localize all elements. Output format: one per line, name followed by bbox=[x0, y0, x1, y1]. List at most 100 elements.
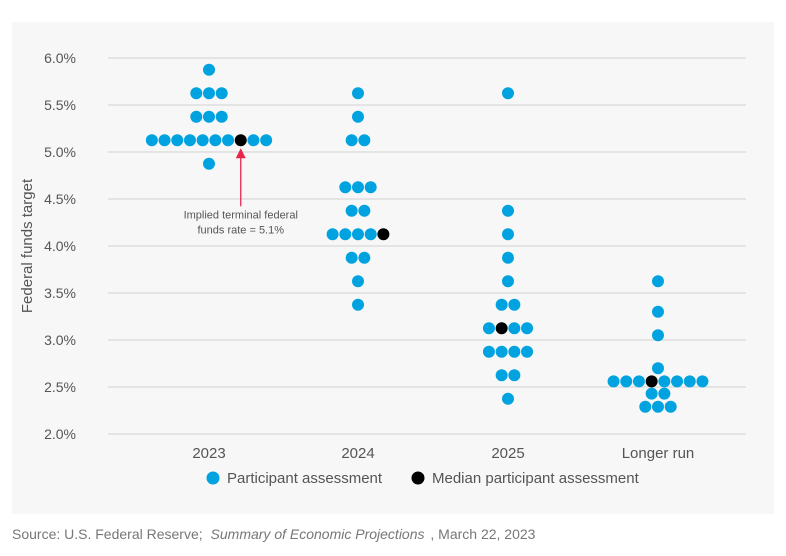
participant-dot bbox=[145, 134, 158, 147]
category-label: 2024 bbox=[341, 445, 374, 462]
median-dot bbox=[377, 228, 390, 241]
participant-dot bbox=[683, 375, 696, 388]
participant-dot bbox=[502, 275, 514, 288]
participant-dot bbox=[508, 298, 521, 311]
participant-dot bbox=[183, 134, 196, 147]
participant-dot bbox=[196, 134, 209, 147]
participant-dot bbox=[671, 375, 684, 388]
legend: Participant assessment Median participan… bbox=[206, 470, 640, 487]
annotation: Implied terminal federal funds rate = 5.… bbox=[184, 148, 298, 236]
participant-dot bbox=[203, 110, 215, 123]
y-tick-labels: 2.0% 2.5% 3.0% 3.5% 4.0% 4.5% 5.0% 5.5% 6.0% bbox=[44, 50, 76, 442]
participant-dot bbox=[502, 228, 514, 241]
participant-dot bbox=[190, 87, 203, 100]
participant-dot bbox=[209, 134, 222, 147]
participant-dot bbox=[521, 345, 534, 358]
category-label: 2023 bbox=[192, 445, 225, 462]
category-label: Longer run bbox=[622, 445, 695, 462]
participant-dot bbox=[502, 251, 514, 264]
participant-dot bbox=[652, 400, 664, 413]
legend-participant-label: Participant assessment bbox=[227, 470, 383, 487]
y-tick-label: 4.0% bbox=[44, 238, 76, 254]
dots bbox=[145, 63, 709, 413]
legend-median-label: Median participant assessment bbox=[432, 470, 640, 487]
participant-dot bbox=[339, 181, 352, 194]
participant-dot bbox=[215, 110, 228, 123]
y-axis-label: Federal funds target bbox=[19, 178, 36, 313]
participant-dot bbox=[495, 345, 508, 358]
participant-dot bbox=[620, 375, 633, 388]
y-tick-label: 4.5% bbox=[44, 191, 76, 207]
category-label: 2025 bbox=[491, 445, 524, 462]
median-dot bbox=[234, 134, 247, 147]
source-suffix: , March 22, 2023 bbox=[427, 526, 536, 542]
participant-dot bbox=[502, 87, 514, 100]
participant-dot bbox=[190, 110, 203, 123]
participant-dot bbox=[632, 375, 645, 388]
participant-dot bbox=[502, 392, 514, 405]
participant-dot bbox=[521, 322, 534, 335]
participant-dot bbox=[652, 329, 664, 342]
participant-dot bbox=[645, 387, 658, 400]
participant-dot bbox=[607, 375, 620, 388]
participant-dot bbox=[358, 134, 371, 147]
participant-dot bbox=[364, 228, 377, 241]
participant-dot bbox=[352, 181, 364, 194]
legend-participant-marker bbox=[206, 471, 220, 485]
participant-dot bbox=[652, 305, 664, 318]
participant-dot bbox=[352, 110, 364, 123]
participant-dot bbox=[696, 375, 709, 388]
median-dot bbox=[495, 322, 508, 335]
participant-dot bbox=[508, 345, 521, 358]
participant-dot bbox=[260, 134, 273, 147]
participant-dot bbox=[215, 87, 228, 100]
participant-dot bbox=[482, 322, 495, 335]
participant-dot bbox=[352, 228, 364, 241]
annotation-line-2: funds rate = 5.1% bbox=[197, 224, 284, 236]
annotation-arrow-head bbox=[235, 148, 246, 159]
y-tick-label: 3.5% bbox=[44, 285, 76, 301]
median-dot bbox=[645, 375, 658, 388]
participant-dot bbox=[247, 134, 260, 147]
participant-dot bbox=[203, 157, 215, 170]
participant-dot bbox=[508, 369, 521, 382]
participant-dot bbox=[364, 181, 377, 194]
participant-dot bbox=[339, 228, 352, 241]
y-tick-label: 3.0% bbox=[44, 332, 76, 348]
source-note: Source: U.S. Federal Reserve; Summary of… bbox=[12, 526, 536, 542]
gridlines bbox=[108, 57, 746, 435]
participant-dot bbox=[495, 298, 508, 311]
participant-dot bbox=[495, 369, 508, 382]
source-publication: Summary of Economic Projections bbox=[211, 526, 425, 542]
participant-dot bbox=[352, 298, 364, 311]
participant-dot bbox=[358, 251, 371, 264]
participant-dot bbox=[345, 134, 358, 147]
participant-dot bbox=[652, 362, 664, 375]
participant-dot bbox=[652, 275, 664, 288]
y-tick-label: 6.0% bbox=[44, 50, 76, 66]
participant-dot bbox=[664, 400, 677, 413]
chart-panel bbox=[12, 22, 774, 514]
participant-dot bbox=[345, 251, 358, 264]
participant-dot bbox=[171, 134, 184, 147]
participant-dot bbox=[203, 63, 215, 76]
y-tick-label: 2.0% bbox=[44, 426, 76, 442]
participant-dot bbox=[222, 134, 235, 147]
participant-dot bbox=[345, 204, 358, 217]
y-tick-label: 5.0% bbox=[44, 144, 76, 160]
participant-dot bbox=[482, 345, 495, 358]
category-labels: 2023 2024 2025 Longer run bbox=[192, 445, 694, 462]
participant-dot bbox=[326, 228, 339, 241]
participant-dot bbox=[639, 400, 652, 413]
y-tick-label: 5.5% bbox=[44, 97, 76, 113]
participant-dot bbox=[203, 87, 215, 100]
y-tick-label: 2.5% bbox=[44, 379, 76, 395]
annotation-line-1: Implied terminal federal bbox=[184, 209, 298, 221]
participant-dot bbox=[658, 387, 671, 400]
participant-dot bbox=[502, 204, 514, 217]
participant-dot bbox=[358, 204, 371, 217]
participant-dot bbox=[352, 87, 364, 100]
legend-median-marker bbox=[411, 471, 425, 485]
participant-dot bbox=[508, 322, 521, 335]
